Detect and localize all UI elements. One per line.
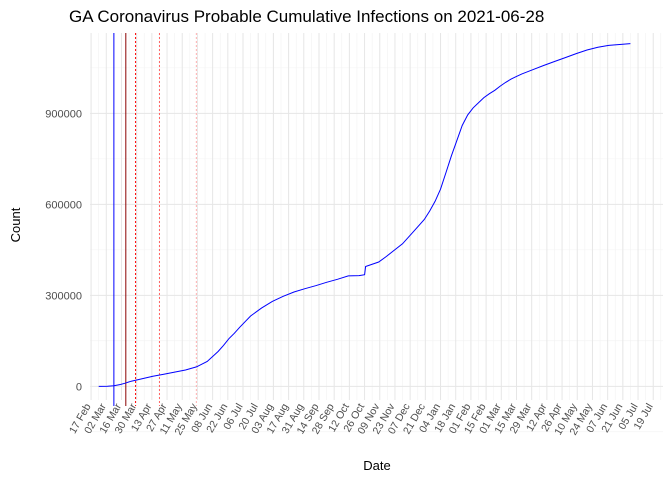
reference-lines	[113, 33, 197, 406]
plot-panel	[90, 33, 663, 400]
x-axis-title: Date	[363, 458, 390, 473]
y-tick-label: 300000	[45, 290, 82, 302]
series-line	[98, 43, 631, 387]
y-tick-label: 0	[76, 381, 82, 393]
minor-gridlines	[90, 33, 663, 433]
major-gridlines	[90, 33, 663, 400]
y-tick-label: 600000	[45, 199, 82, 211]
chart-title: GA Coronavirus Probable Cumulative Infec…	[69, 7, 544, 26]
series-layer	[98, 43, 631, 387]
y-axis-title: Count	[8, 207, 23, 242]
y-axis-ticks: 0 300000 600000 900000	[45, 108, 82, 393]
y-tick-label: 900000	[45, 108, 82, 120]
